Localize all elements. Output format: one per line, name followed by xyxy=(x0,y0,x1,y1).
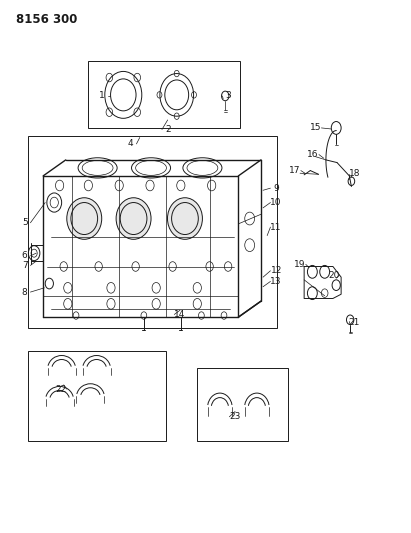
Text: 12: 12 xyxy=(270,266,282,275)
Bar xyxy=(88,61,240,128)
Text: 21: 21 xyxy=(349,319,360,327)
Text: 23: 23 xyxy=(229,413,241,421)
Text: 11: 11 xyxy=(270,223,282,231)
Text: 2: 2 xyxy=(165,125,171,134)
Text: 3: 3 xyxy=(225,92,231,100)
Text: 5: 5 xyxy=(22,219,28,227)
Text: 4: 4 xyxy=(128,140,134,148)
Text: 18: 18 xyxy=(349,169,360,178)
Text: 8156 300: 8156 300 xyxy=(16,13,78,26)
Text: 8: 8 xyxy=(22,288,28,296)
Bar xyxy=(28,136,277,328)
Ellipse shape xyxy=(168,198,202,239)
Text: 10: 10 xyxy=(270,198,282,207)
Text: 14: 14 xyxy=(174,310,186,319)
Text: 15: 15 xyxy=(310,124,321,132)
Text: 1: 1 xyxy=(99,92,105,100)
Text: 16: 16 xyxy=(307,150,319,159)
Text: 19: 19 xyxy=(294,260,306,269)
Text: 20: 20 xyxy=(328,271,339,279)
Text: 6: 6 xyxy=(22,252,28,260)
Ellipse shape xyxy=(67,198,102,239)
Ellipse shape xyxy=(116,198,151,239)
Text: 9: 9 xyxy=(273,184,279,192)
Text: 17: 17 xyxy=(289,166,301,175)
Text: 22: 22 xyxy=(55,385,67,393)
Bar xyxy=(28,351,166,441)
Text: 13: 13 xyxy=(270,277,282,286)
Text: 7: 7 xyxy=(22,261,28,270)
Bar xyxy=(197,368,288,441)
